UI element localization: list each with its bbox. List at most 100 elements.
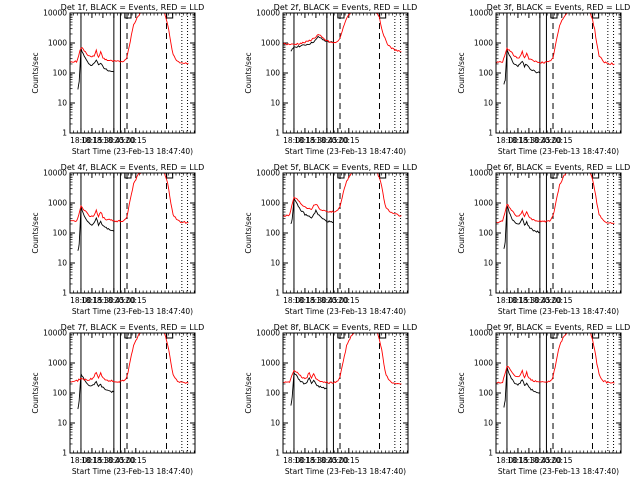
y-tick-label: 100 xyxy=(266,69,281,78)
interval-bracket-mark xyxy=(124,333,132,339)
x-tick-label: 18:15 xyxy=(507,136,529,145)
x-tick-label: 18:15 xyxy=(294,456,316,465)
interval-bracket-mark xyxy=(592,333,600,339)
x-tick-label: 20:00 xyxy=(114,456,136,465)
x-tick-label: 20:00 xyxy=(540,136,562,145)
lld-series-line xyxy=(496,333,615,384)
y-tick-label: 10000 xyxy=(256,329,280,338)
x-tick-label: 18:30 xyxy=(92,136,114,145)
interval-bracket-mark xyxy=(337,13,345,19)
panel-title: Det 2f, BLACK = Events, RED = LLD xyxy=(274,3,418,12)
plot-frame xyxy=(495,12,622,134)
panel-det-3: Det 3f, BLACK = Events, RED = LLD Counts/… xyxy=(457,3,630,156)
x-axis-label: Start Time (23-Feb-13 18:47:40) xyxy=(498,467,619,476)
y-tick-label: 1000 xyxy=(261,199,280,208)
x-tick-label: 18:45 xyxy=(316,296,338,305)
x-tick-label: 18:45 xyxy=(529,296,551,305)
x-tick-label: 18:45 xyxy=(529,136,551,145)
plot-frame xyxy=(69,172,196,294)
y-tick-label: 10000 xyxy=(256,9,280,18)
x-tick-label: 20:00 xyxy=(327,456,349,465)
y-axis-label: Counts/sec xyxy=(457,52,466,93)
x-tick-label: 20:15 xyxy=(551,296,573,305)
interval-bracket-mark xyxy=(166,333,174,339)
x-tick-label: 18:30 xyxy=(305,136,327,145)
plot-frame xyxy=(282,172,409,294)
y-tick-label: 1 xyxy=(275,129,280,138)
y-axis-label: Counts/sec xyxy=(244,52,253,93)
y-tick-label: 100 xyxy=(53,229,68,238)
interval-bracket-mark xyxy=(550,333,558,339)
y-tick-label: 1000 xyxy=(48,39,67,48)
x-tick-label: 18:30 xyxy=(518,296,540,305)
panel-det-2: Det 2f, BLACK = Events, RED = LLD Counts/… xyxy=(244,3,417,156)
events-series-line xyxy=(503,366,540,408)
x-tick-label: 18:00 xyxy=(283,296,305,305)
y-tick-label: 10 xyxy=(270,259,280,268)
x-axis-label: Start Time (23-Feb-13 18:47:40) xyxy=(285,147,406,156)
x-tick-label: 20:15 xyxy=(551,136,573,145)
x-axis-label: Start Time (23-Feb-13 18:47:40) xyxy=(72,307,193,316)
x-axis-label: Start Time (23-Feb-13 18:47:40) xyxy=(498,147,619,156)
lld-series-line xyxy=(283,333,402,385)
y-tick-label: 1000 xyxy=(474,39,493,48)
x-tick-label: 18:45 xyxy=(316,456,338,465)
y-axis-label: Counts/sec xyxy=(457,212,466,253)
interval-bracket-mark xyxy=(166,13,174,19)
events-series-line xyxy=(503,205,541,249)
panel-title: Det 4f, BLACK = Events, RED = LLD xyxy=(61,163,205,172)
x-tick-label: 18:30 xyxy=(92,296,114,305)
panel-title: Det 1f, BLACK = Events, RED = LLD xyxy=(61,3,205,12)
interval-bracket-mark xyxy=(592,13,600,19)
y-tick-label: 10000 xyxy=(256,169,280,178)
y-tick-label: 10000 xyxy=(43,169,67,178)
y-tick-label: 1 xyxy=(488,449,493,458)
lld-series-line xyxy=(70,173,189,224)
x-tick-label: 18:00 xyxy=(283,456,305,465)
y-tick-label: 10 xyxy=(483,419,493,428)
x-tick-label: 18:45 xyxy=(529,456,551,465)
x-tick-label: 18:15 xyxy=(294,296,316,305)
interval-bracket-mark xyxy=(166,173,174,179)
y-tick-label: 10000 xyxy=(469,169,493,178)
x-tick-label: 20:15 xyxy=(338,136,360,145)
x-tick-label: 18:30 xyxy=(518,456,540,465)
x-tick-label: 18:15 xyxy=(81,136,103,145)
y-tick-label: 10 xyxy=(57,99,67,108)
y-tick-label: 1000 xyxy=(261,39,280,48)
panel-title: Det 6f, BLACK = Events, RED = LLD xyxy=(487,163,631,172)
x-tick-label: 20:00 xyxy=(540,296,562,305)
events-series-line xyxy=(290,196,334,225)
y-tick-label: 1000 xyxy=(48,199,67,208)
x-tick-label: 18:15 xyxy=(81,296,103,305)
y-tick-label: 100 xyxy=(266,389,281,398)
y-tick-label: 1 xyxy=(275,289,280,298)
x-tick-label: 18:00 xyxy=(70,456,92,465)
y-tick-label: 10 xyxy=(483,259,493,268)
y-tick-label: 10 xyxy=(57,419,67,428)
x-tick-label: 18:00 xyxy=(70,136,92,145)
interval-bracket-mark xyxy=(592,173,600,179)
y-tick-label: 100 xyxy=(266,229,281,238)
y-tick-label: 10000 xyxy=(43,329,67,338)
interval-bracket-mark xyxy=(124,13,132,19)
interval-bracket-mark xyxy=(550,13,558,19)
x-tick-label: 20:15 xyxy=(125,136,147,145)
y-tick-label: 10 xyxy=(270,419,280,428)
x-axis-label: Start Time (23-Feb-13 18:47:40) xyxy=(72,467,193,476)
x-axis-label: Start Time (23-Feb-13 18:47:40) xyxy=(72,147,193,156)
lld-series-line xyxy=(496,13,615,66)
events-series-line xyxy=(77,373,115,410)
interval-bracket-mark xyxy=(337,333,345,339)
interval-bracket-mark xyxy=(379,333,387,339)
plot-frame xyxy=(282,332,409,454)
x-tick-label: 18:00 xyxy=(496,136,518,145)
interval-bracket-mark xyxy=(550,173,558,179)
lld-series-line xyxy=(70,13,189,65)
panel-det-6: Det 6f, BLACK = Events, RED = LLD Counts/… xyxy=(457,163,630,316)
x-tick-label: 18:30 xyxy=(305,456,327,465)
y-tick-label: 1 xyxy=(488,129,493,138)
x-tick-label: 18:30 xyxy=(305,296,327,305)
plot-frame xyxy=(495,332,622,454)
x-axis-label: Start Time (23-Feb-13 18:47:40) xyxy=(285,467,406,476)
